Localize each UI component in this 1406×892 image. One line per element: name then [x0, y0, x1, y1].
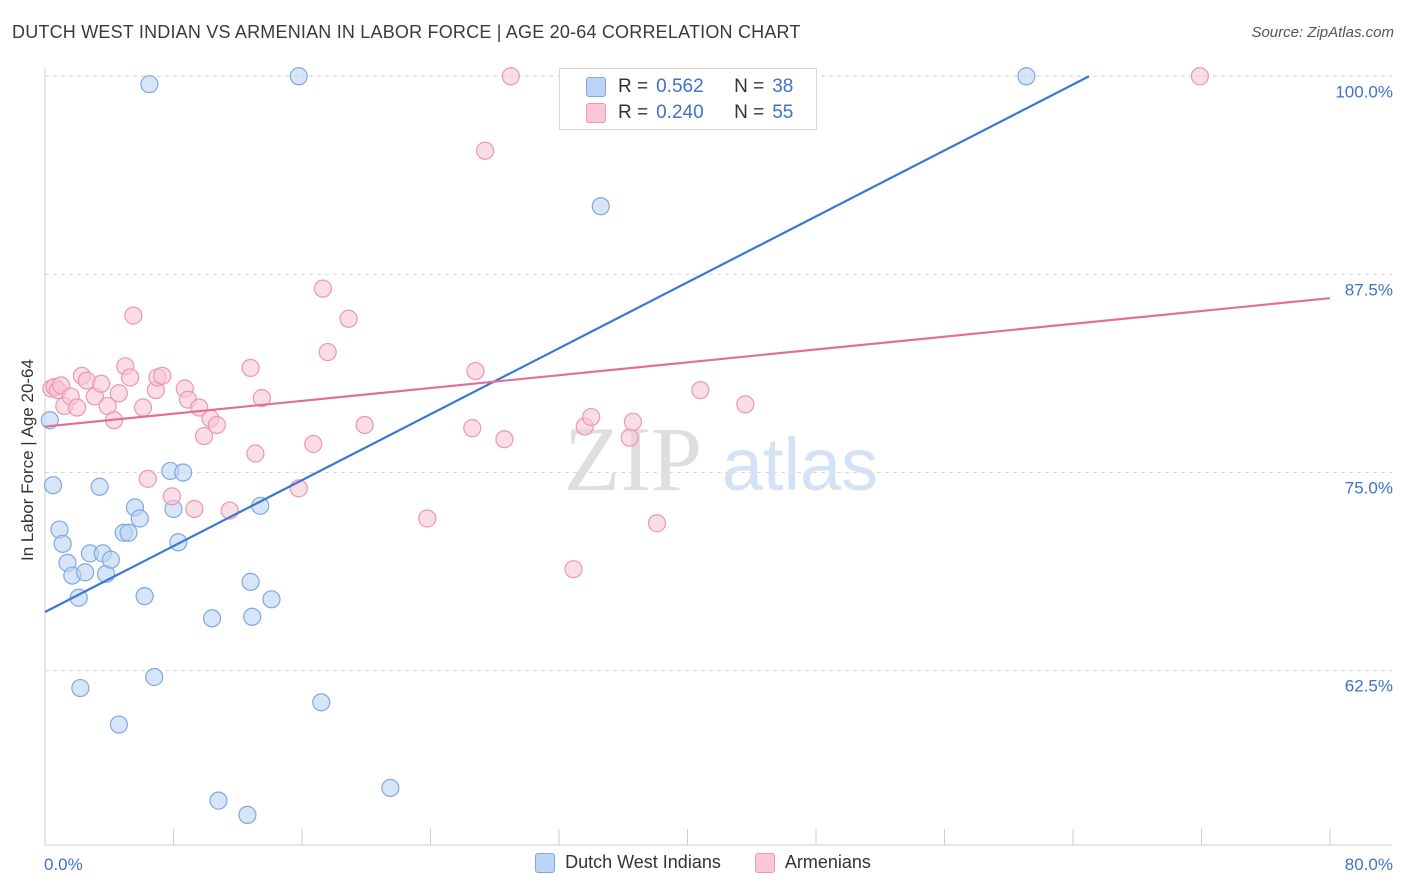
armenian-point [476, 141, 495, 160]
armenian-point [207, 415, 226, 435]
dutch-west-indian-point [262, 590, 281, 609]
dutch-west-indian-point [109, 715, 128, 734]
armenian-point [121, 368, 140, 387]
armenian-point [418, 509, 437, 528]
armenian-point [463, 419, 482, 438]
armenian-point [647, 514, 667, 533]
r-value: 0.562 [656, 76, 704, 97]
y-tick-label: 62.5% [1345, 677, 1393, 696]
n-value: 38 [772, 76, 794, 97]
dutch-west-indian-point [53, 534, 72, 553]
dutch-west-indian-point [202, 609, 222, 628]
armenian-trendline [44, 297, 1331, 428]
data-points [40, 67, 1209, 824]
dutch-west-indian-point [591, 197, 610, 216]
armenian-point [185, 499, 204, 519]
legend-swatch-blue [535, 852, 556, 873]
armenian-point [109, 384, 128, 403]
armenian-point [1190, 67, 1209, 86]
y-tick-label: 75.0% [1345, 479, 1393, 498]
armenian-point [68, 398, 87, 417]
stats-row-pink: R = 0.240 N = 55 [586, 100, 793, 126]
armenian-point [736, 395, 755, 414]
dutch-west-indian-point [1017, 67, 1036, 86]
armenian-point [138, 469, 157, 488]
armenian-point [246, 444, 265, 463]
dutch-west-indian-point [101, 550, 120, 569]
x-tick-label: 80.0% [1345, 855, 1393, 874]
legend-label: Dutch West Indians [565, 852, 721, 872]
armenian-point [466, 361, 485, 381]
armenian-point [495, 430, 514, 449]
armenian-point [153, 366, 172, 385]
dutch-west-indian-point [238, 805, 257, 824]
dutch-west-indian-point [145, 667, 164, 687]
dutch-west-indian-point [243, 607, 262, 626]
dutch-west-indian-point [135, 587, 154, 606]
armenian-point [194, 426, 214, 446]
armenian-point [582, 407, 601, 427]
armenian-point [623, 412, 642, 431]
dutch-west-indian-point [381, 778, 400, 798]
dutch-west-indian-point [241, 572, 260, 591]
dutch-west-indian-point [140, 75, 159, 94]
r-value: 0.240 [656, 102, 704, 123]
legend-item-dutch-west-indians[interactable]: Dutch West Indians [535, 852, 721, 873]
dutch-west-indian-point [90, 477, 109, 496]
y-axis-label: In Labor Force | Age 20-64 [18, 359, 37, 561]
armenian-point [162, 487, 181, 506]
y-tick-label: 87.5% [1345, 280, 1393, 299]
axes [44, 68, 1392, 846]
armenian-point [124, 306, 143, 325]
dutch-west-indian-point [119, 523, 138, 542]
stats-row-blue: R = 0.562 N = 38 [586, 74, 793, 100]
chart-title: DUTCH WEST INDIAN VS ARMENIAN IN LABOR F… [12, 22, 801, 42]
armenian-point [313, 279, 332, 298]
watermark-atlas: atlas [722, 423, 878, 506]
n-label: N = [734, 102, 765, 123]
legend: Dutch West Indians Armenians [0, 852, 1406, 873]
pink-swatch [586, 103, 606, 123]
dutch-west-indian-point [43, 476, 63, 495]
armenian-point [133, 398, 153, 417]
dutch-west-indian-point [40, 411, 59, 430]
armenian-point [620, 428, 639, 447]
dutch-west-indian-point [130, 509, 149, 528]
y-tick-label: 100.0% [1335, 82, 1393, 101]
dutch-west-indian-point [312, 693, 331, 712]
tick-labels: 62.5% 75.0% 87.5% 100.0% 0.0% 80.0% [44, 82, 1393, 874]
armenian-point [92, 374, 111, 393]
legend-label: Armenians [784, 852, 871, 872]
dutch-west-indian-point [209, 791, 228, 810]
trend-lines [44, 75, 1331, 613]
r-label: R = [618, 102, 649, 123]
armenian-point [501, 67, 520, 86]
dutch-west-indian-point [289, 67, 308, 86]
dutch-west-indian-point [76, 563, 95, 582]
dutch-west-indian-point [174, 463, 193, 482]
armenian-point [355, 415, 374, 435]
armenian-point [241, 358, 260, 378]
legend-swatch-pink [754, 852, 775, 873]
n-label: N = [734, 76, 765, 97]
dutch-west-indian-point [71, 678, 90, 698]
armenian-point [339, 309, 358, 328]
x-tick-label: 0.0% [44, 855, 83, 874]
armenian-point [252, 388, 271, 408]
dutch-west-indian-point [169, 533, 188, 552]
blue-swatch [586, 77, 606, 97]
armenian-point [691, 380, 710, 400]
n-value: 55 [772, 102, 794, 123]
r-label: R = [618, 76, 649, 97]
source-credit: Source: ZipAtlas.com [1251, 24, 1394, 41]
armenian-point [304, 434, 323, 454]
stats-legend: R = 0.562 N = 38 R = 0.240 N = 55 [559, 68, 817, 130]
dutch-west-indian-trendline [44, 75, 1090, 613]
armenian-point [318, 342, 337, 362]
armenian-point [564, 560, 583, 579]
legend-item-armenians[interactable]: Armenians [754, 852, 871, 873]
